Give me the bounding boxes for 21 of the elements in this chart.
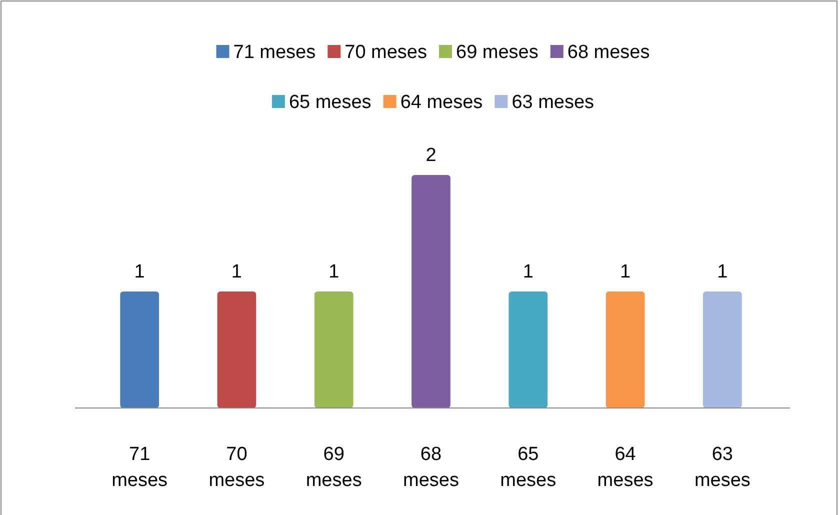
legend-label: 71 meses (233, 42, 316, 63)
data-label: 1 (620, 262, 631, 282)
data-label: 1 (134, 262, 145, 282)
data-label: 1 (522, 262, 534, 282)
legend-label: 70 meses (344, 42, 427, 63)
data-label: 2 (426, 145, 436, 166)
x-tick-label: 63 meses (694, 444, 750, 491)
legend-label: 63 meses (512, 92, 594, 113)
legend-label: 68 meses (567, 42, 650, 63)
data-label: 1 (328, 262, 340, 282)
data-label: 1 (231, 262, 242, 282)
x-tick-label: 65 meses (500, 444, 556, 491)
legend-label: 64 meses (400, 92, 483, 113)
x-tick-label: 64 meses (597, 444, 654, 491)
x-tick-label: 70 meses (208, 444, 265, 491)
data-label: 1 (717, 262, 728, 282)
x-tick-label: 69 meses (306, 444, 362, 491)
legend-label: 69 meses (456, 42, 538, 63)
x-tick-label: 71 meses (112, 444, 168, 491)
legend-label: 65 meses (288, 92, 372, 113)
x-tick-label: 68 meses (403, 444, 459, 491)
